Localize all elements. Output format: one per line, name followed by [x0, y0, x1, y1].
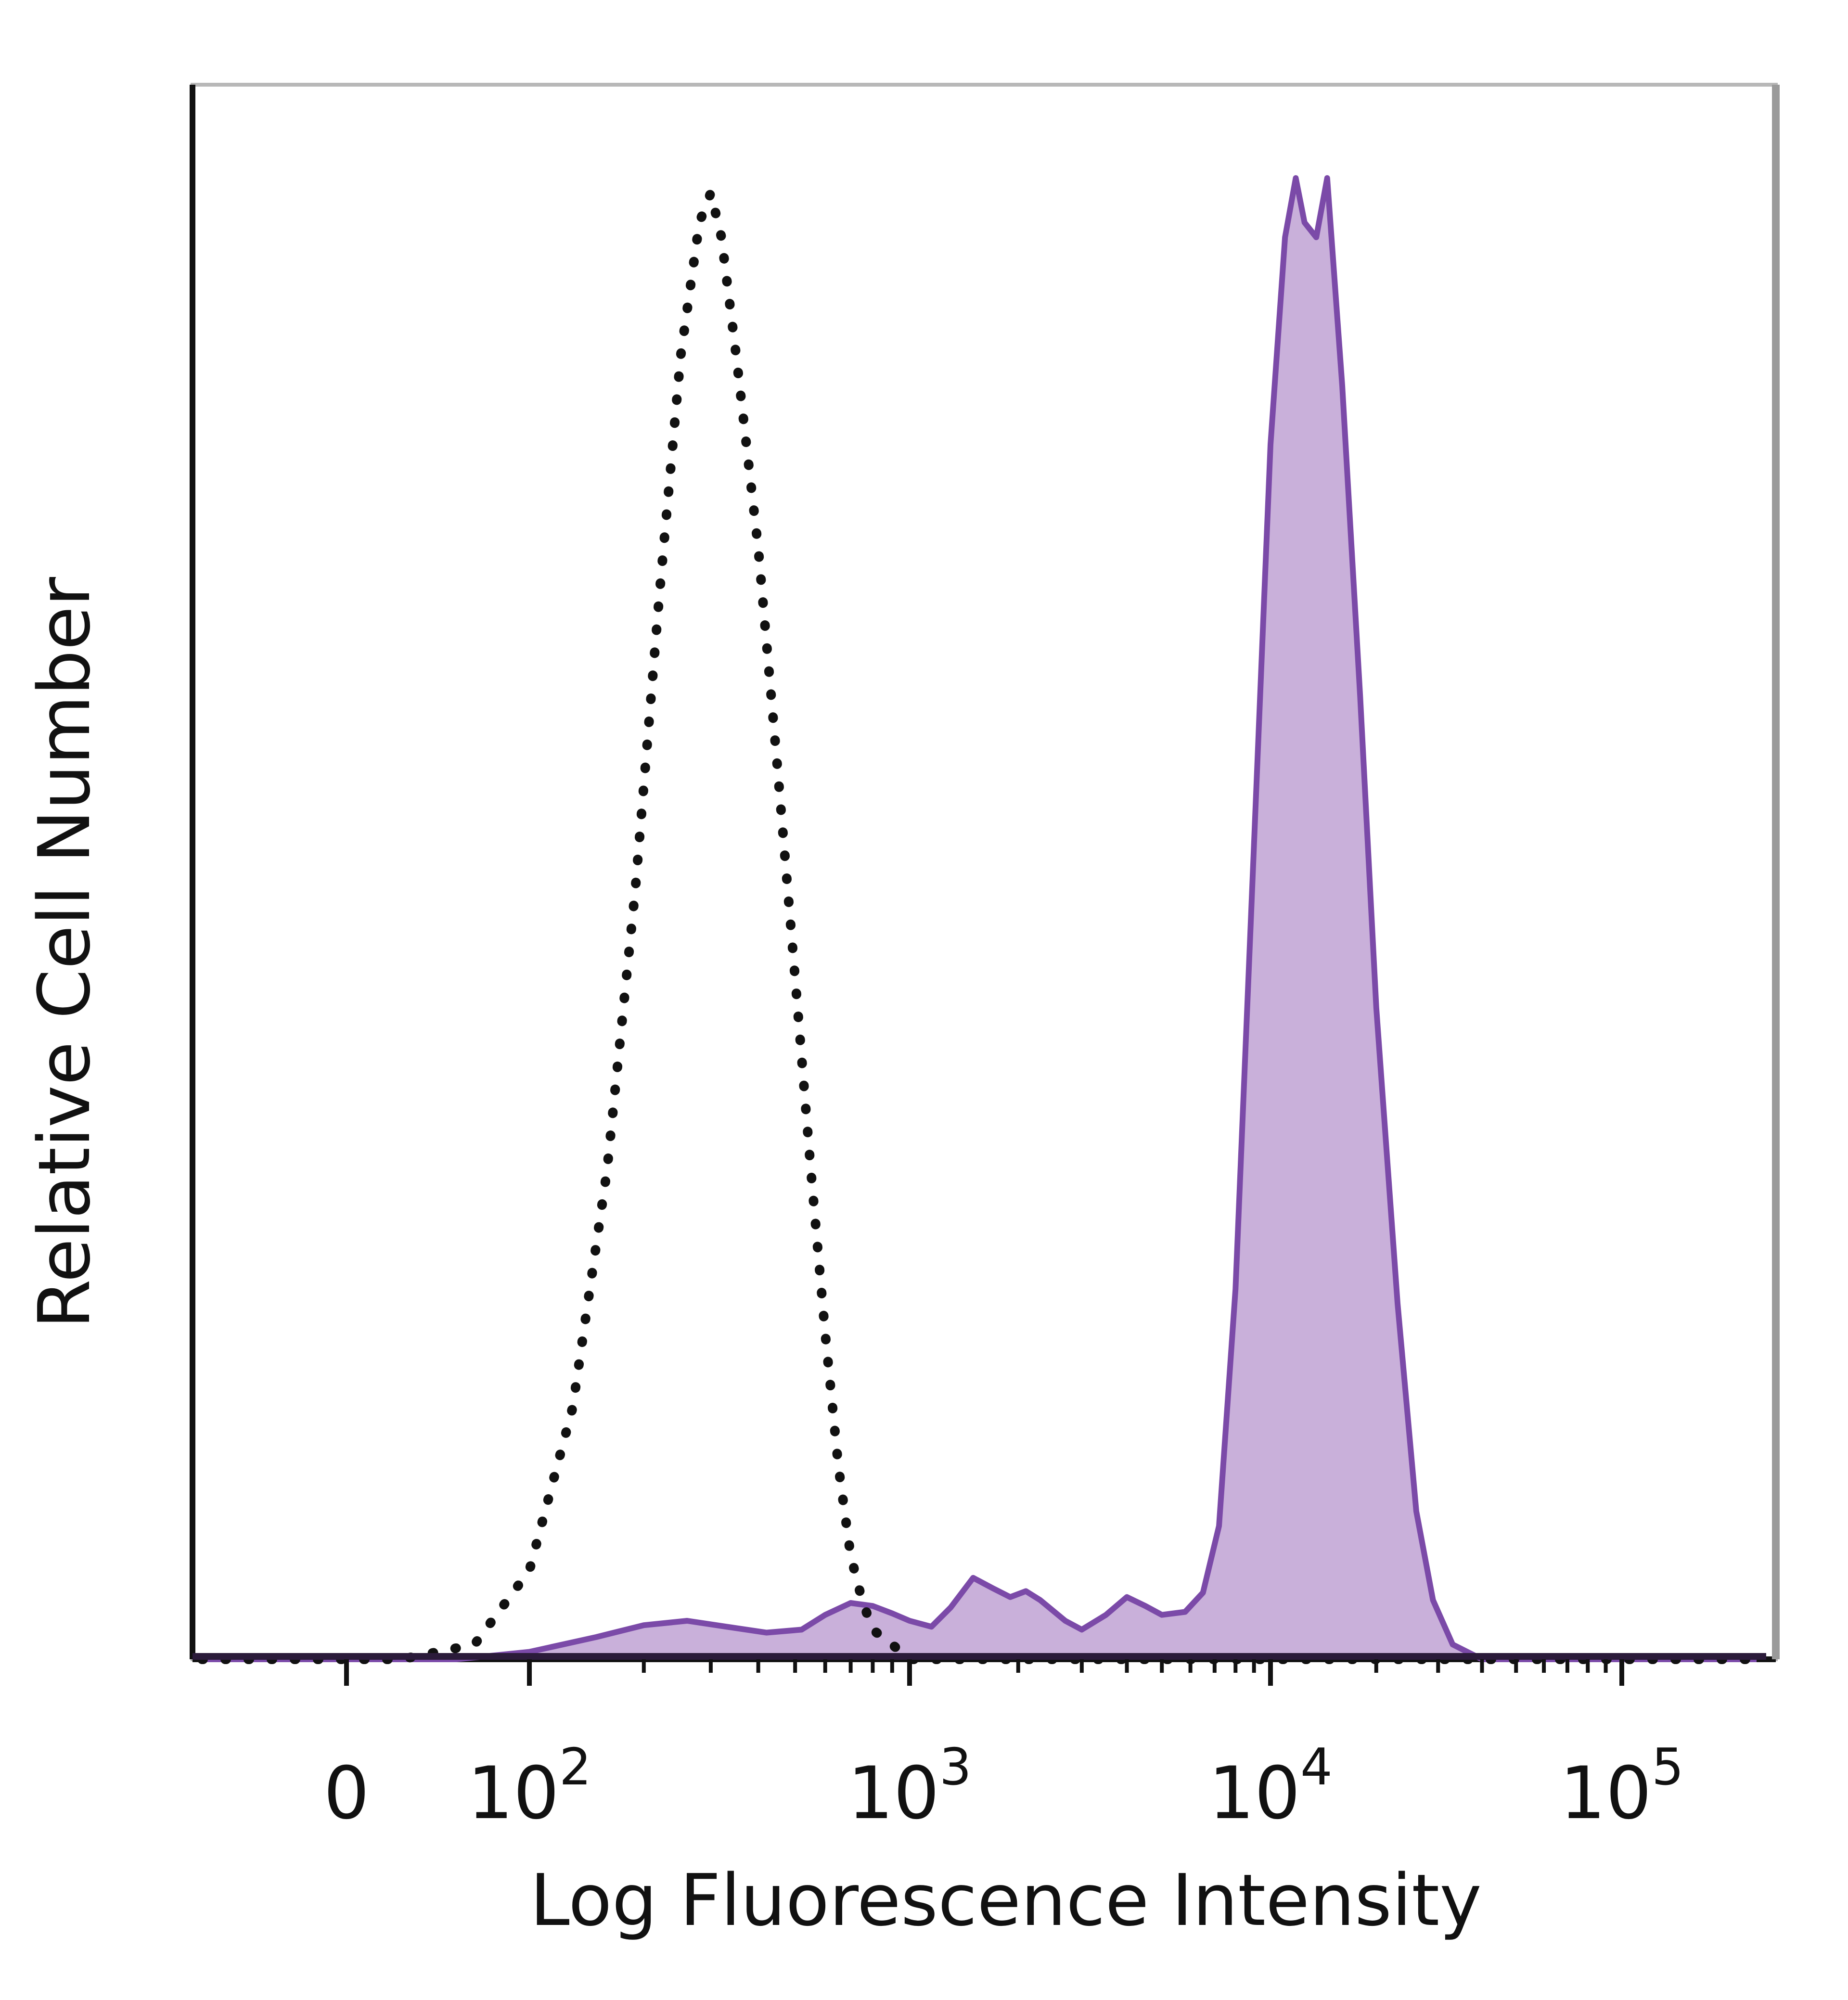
x-tick-label: 0: [323, 1752, 369, 1835]
series-layer: [192, 175, 1766, 1664]
x-ticks: 0 102 103 104 105: [323, 1659, 1684, 1835]
x-tick-label: 104: [1208, 1738, 1333, 1835]
plot-frame: [191, 83, 1778, 1661]
x-tick-label: 105: [1560, 1738, 1684, 1835]
x-tick-label: 102: [467, 1738, 591, 1835]
histogram-filled-outline: [202, 175, 1757, 1662]
histogram-filled-area: [202, 178, 1757, 1659]
y-axis-label: Relative Cell Number: [23, 577, 106, 1329]
x-tick-label: 103: [847, 1738, 972, 1835]
histogram-dotted-line: [197, 177, 1761, 1664]
x-axis-label: Log Fluorescence Intensity: [530, 1859, 1482, 1942]
